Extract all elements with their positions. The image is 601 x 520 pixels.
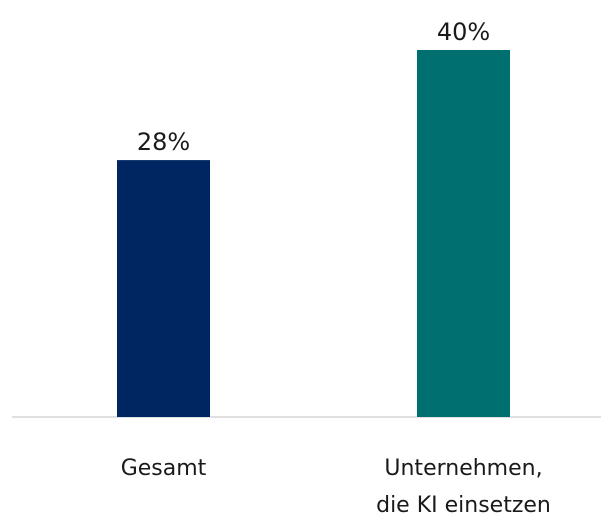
category-label-1-line-1: die KI einsetzen [376, 493, 551, 518]
category-label-1-line-0: Unternehmen, [384, 456, 542, 481]
value-labels-group: 28% 40% [137, 18, 490, 156]
value-label-0: 28% [137, 128, 190, 156]
category-labels-group: Gesamt Unternehmen, die KI einsetzen [121, 456, 551, 518]
bar-1 [417, 50, 510, 417]
category-label-0-line-0: Gesamt [121, 456, 207, 481]
bar-0 [117, 160, 210, 417]
bars-group [117, 50, 510, 417]
value-label-1: 40% [437, 18, 490, 46]
